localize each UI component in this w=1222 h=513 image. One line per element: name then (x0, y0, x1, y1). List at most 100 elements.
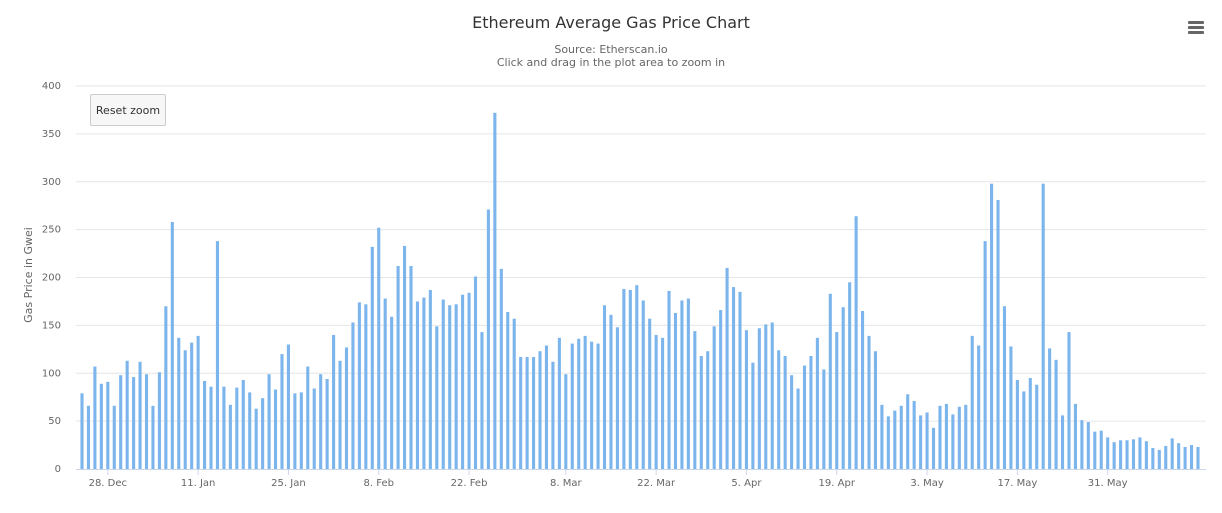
bar[interactable] (796, 388, 800, 469)
bar[interactable] (570, 343, 574, 469)
bar[interactable] (441, 299, 445, 469)
bar[interactable] (1060, 415, 1065, 469)
bar[interactable] (944, 403, 948, 469)
bar[interactable] (867, 335, 871, 469)
bar[interactable] (144, 374, 149, 469)
bar[interactable] (557, 337, 561, 469)
bar[interactable] (377, 227, 381, 469)
bar[interactable] (351, 322, 355, 470)
bar[interactable] (951, 414, 955, 469)
bar[interactable] (1119, 440, 1123, 469)
bar[interactable] (906, 394, 910, 469)
bar[interactable] (1196, 446, 1200, 469)
bar[interactable] (835, 332, 839, 469)
bar[interactable] (151, 405, 155, 469)
bar[interactable] (809, 356, 813, 469)
bar[interactable] (996, 199, 1000, 469)
bar[interactable] (648, 318, 652, 469)
bar[interactable] (1009, 346, 1013, 469)
bar[interactable] (138, 361, 142, 469)
bar[interactable] (332, 334, 336, 469)
bar[interactable] (1170, 438, 1174, 469)
bar[interactable] (286, 344, 290, 469)
bar[interactable] (1125, 440, 1129, 469)
bar[interactable] (880, 404, 884, 469)
bar[interactable] (893, 410, 897, 469)
bar[interactable] (119, 375, 123, 469)
bar[interactable] (190, 342, 194, 469)
bar[interactable] (1048, 348, 1052, 469)
bar[interactable] (957, 406, 961, 469)
bar-series[interactable] (80, 112, 1200, 470)
bar[interactable] (428, 289, 432, 469)
bar[interactable] (280, 354, 284, 469)
bar[interactable] (822, 369, 826, 469)
bar[interactable] (409, 266, 413, 469)
bar[interactable] (357, 302, 361, 469)
bar[interactable] (912, 401, 916, 469)
bar[interactable] (99, 383, 103, 469)
bar[interactable] (1015, 379, 1019, 469)
bar[interactable] (590, 341, 594, 469)
bar[interactable] (209, 386, 213, 469)
bar[interactable] (731, 287, 736, 469)
bar[interactable] (602, 305, 607, 469)
bar[interactable] (519, 356, 523, 469)
bar[interactable] (628, 289, 632, 469)
reset-zoom-button[interactable]: Reset zoom (90, 94, 166, 126)
bar[interactable] (564, 374, 568, 469)
bar[interactable] (1164, 446, 1168, 469)
bar[interactable] (1151, 447, 1155, 469)
bar[interactable] (1138, 437, 1142, 469)
bar[interactable] (215, 241, 220, 469)
bar[interactable] (1002, 306, 1007, 469)
bar[interactable] (1073, 403, 1077, 469)
bar[interactable] (506, 311, 510, 469)
bar[interactable] (583, 335, 587, 469)
bar[interactable] (738, 291, 742, 469)
bar[interactable] (538, 351, 542, 469)
bar[interactable] (1035, 384, 1039, 469)
bar[interactable] (1183, 446, 1187, 469)
bar[interactable] (635, 285, 639, 469)
bar[interactable] (751, 362, 755, 469)
bar[interactable] (641, 300, 645, 469)
bar[interactable] (1131, 439, 1136, 469)
bar[interactable] (396, 266, 400, 469)
bar[interactable] (622, 288, 626, 469)
bar[interactable] (403, 245, 407, 469)
bar[interactable] (828, 293, 832, 469)
bar[interactable] (454, 304, 458, 469)
bar[interactable] (164, 306, 168, 469)
bar[interactable] (977, 345, 981, 469)
bar[interactable] (1067, 332, 1071, 469)
bar[interactable] (1022, 391, 1026, 469)
bar[interactable] (177, 337, 181, 469)
bar[interactable] (1157, 449, 1161, 469)
bar[interactable] (1190, 445, 1194, 469)
bar[interactable] (80, 393, 84, 469)
bar[interactable] (106, 381, 110, 469)
bar[interactable] (467, 292, 471, 469)
bar[interactable] (861, 311, 865, 469)
bar[interactable] (725, 267, 729, 469)
bar[interactable] (132, 377, 136, 469)
bar[interactable] (235, 387, 239, 469)
bar[interactable] (344, 347, 349, 469)
bar[interactable] (680, 300, 684, 469)
bar[interactable] (86, 405, 90, 469)
bar[interactable] (802, 365, 807, 469)
bar[interactable] (486, 209, 490, 469)
bar[interactable] (609, 314, 613, 469)
bar[interactable] (222, 386, 226, 469)
bar[interactable] (757, 328, 761, 469)
bar[interactable] (267, 374, 271, 469)
bar[interactable] (1177, 443, 1181, 469)
bar[interactable] (157, 372, 161, 469)
bar[interactable] (544, 345, 549, 469)
bar[interactable] (886, 416, 890, 469)
bar[interactable] (1106, 437, 1110, 469)
bar[interactable] (254, 408, 258, 469)
bar[interactable] (790, 375, 794, 469)
bar[interactable] (615, 327, 619, 469)
